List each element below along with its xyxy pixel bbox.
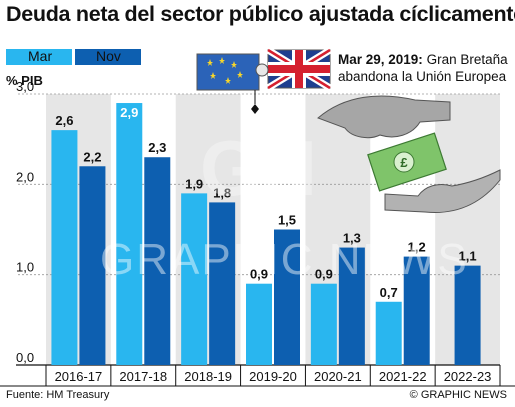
annotation-text-line1: Gran Bretaña [426,52,508,67]
x-tick-label: 2019-20 [249,369,297,384]
watermark: GRAPHIC NEWS [100,235,469,284]
legend-label-mar: Mar [28,48,53,64]
x-tick-label: 2016-17 [55,369,103,384]
data-label-nov: 1,3 [343,231,361,246]
data-label-mar: 0,9 [315,267,333,282]
chart-title: Deuda neta del sector público ajustada c… [6,2,515,26]
bar-mar [181,193,208,365]
bar-nov [403,256,430,365]
data-label-mar: 0,7 [380,285,398,300]
bar-nov [454,265,481,365]
eu-star-icon [210,72,216,79]
pound-symbol-icon: £ [400,155,408,170]
y-tick-label: 2,0 [16,169,34,184]
legend-swatch-mar [6,49,72,65]
data-label-mar: 0,9 [250,267,268,282]
x-tick-label: 2021-22 [379,369,427,384]
upper-hand-icon [317,95,451,139]
y-axis-label: % PIB [6,73,43,88]
data-label-nov: 2,2 [83,149,101,164]
data-label-nov: 1,2 [408,240,426,255]
bar-mar [310,283,337,365]
data-label-mar: 1,9 [185,176,203,191]
data-label-mar: 2,6 [55,113,73,128]
x-tick-label: 2022-23 [444,369,492,384]
eu-star-icon [225,77,231,84]
eu-star-icon [231,61,237,68]
bar-nov [209,202,236,365]
data-label-mar: 2,9 [120,105,138,120]
eu-flag-piece [196,53,260,91]
annotation-text-line2: abandona la Unión Europea [338,69,507,84]
eu-star-icon [207,59,213,66]
puzzle-connector [255,63,269,77]
eu-star-icon [219,57,225,64]
y-tick-label: 0,0 [16,350,34,365]
eu-star-icon [237,71,243,78]
annotation-date: Mar 29, 2019: [338,52,423,67]
bar-nov [274,229,300,365]
bar-mar [116,103,143,366]
data-label-nov: 2,3 [148,140,166,155]
legend-label-nov: Nov [96,48,121,64]
bar-mar [51,130,78,365]
bar-nov [144,157,171,365]
bar-nov [338,247,365,365]
bar-nov [79,166,106,365]
y-tick-label: 1,0 [16,260,34,275]
banknote-emblem [393,151,415,173]
credit-note: © GRAPHIC NEWS [409,389,507,401]
watermark-logo: GN [200,124,317,212]
x-tick-label: 2017-18 [119,369,167,384]
y-tick-label: 3,0 [16,79,34,94]
brexit-annotation: Mar 29, 2019: Gran Bretaña abandona la U… [338,51,510,85]
source-note: Fuente: HM Treasury [6,389,110,401]
annotation-marker [251,104,259,114]
x-tick-label: 2020-21 [314,369,362,384]
uk-flag-cross-h-red [268,65,330,73]
x-tick-label: 2018-19 [184,369,232,384]
legend-swatch-nov [75,49,141,65]
data-label-nov: 1,8 [213,185,231,200]
bar-mar [246,283,272,365]
bar-mar [375,301,402,365]
data-label-nov: 1,1 [459,249,477,264]
data-label-nov: 1,5 [278,213,296,228]
lower-hand-icon [384,169,501,214]
